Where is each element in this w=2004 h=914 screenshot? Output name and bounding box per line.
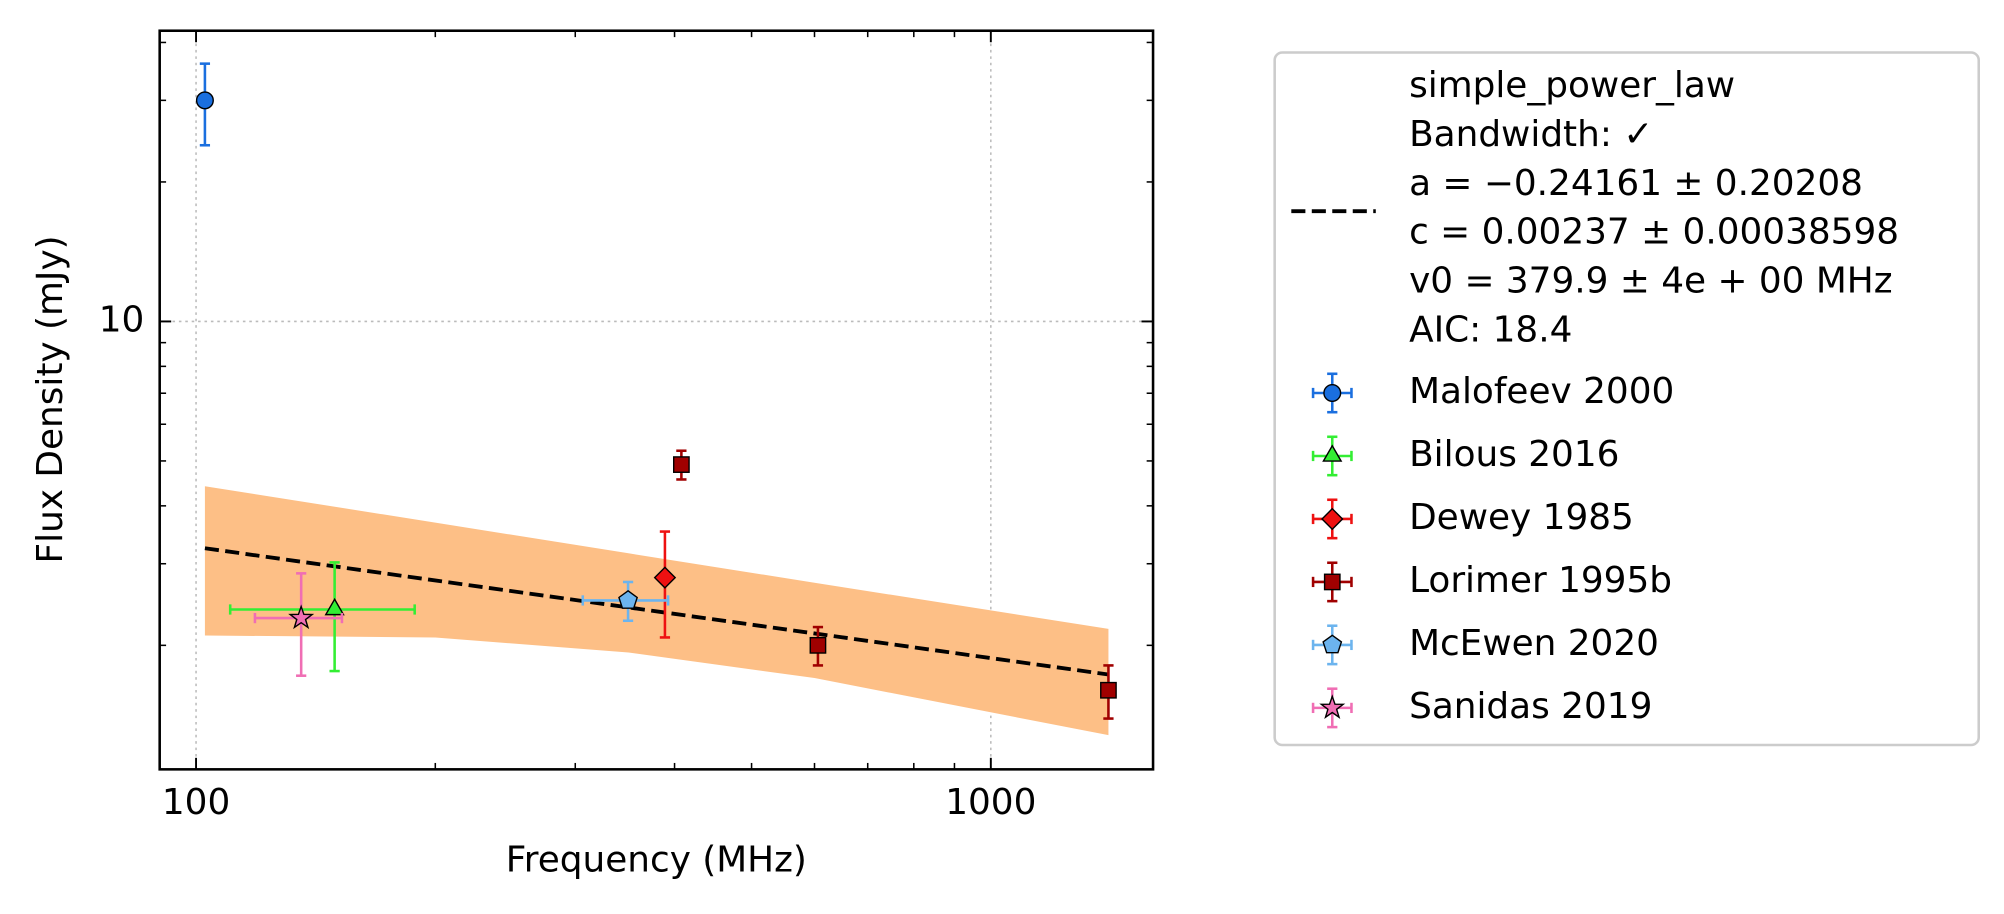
x-axis-label: Frequency (MHz): [506, 840, 807, 881]
point: [809, 636, 827, 654]
point: [324, 597, 345, 616]
legend-label: simple_power_law: [1409, 65, 1735, 106]
legend-label: Bandwidth: ✓: [1409, 114, 1653, 155]
legend-marker: [1323, 573, 1341, 591]
point: [288, 604, 315, 630]
x-tick-label: 1000: [945, 782, 1036, 823]
legend-marker: [1321, 507, 1344, 531]
plot-frame: [158, 29, 1155, 771]
legend-marker: [1323, 383, 1342, 403]
legend-label: Malofeev 2000: [1409, 371, 1674, 412]
y-tick-label: 10: [99, 299, 145, 340]
point: [1100, 681, 1117, 699]
y-axis-label: Flux Density (mJy): [30, 235, 71, 563]
legend-box: [1273, 51, 1981, 747]
legend-label: McEwen 2020: [1409, 623, 1659, 664]
legend-marker: [1322, 444, 1343, 462]
legend-label: c = 0.00237 ± 0.00038598: [1409, 212, 1899, 253]
point: [673, 456, 690, 473]
legend-label: Sanidas 2019: [1409, 686, 1652, 727]
point: [195, 91, 214, 110]
legend-label: AIC: 18.4: [1409, 310, 1572, 351]
fit-line: [204, 546, 1109, 677]
legend-marker: [1319, 694, 1346, 719]
legend-label: Bilous 2016: [1409, 434, 1619, 475]
legend-label: v0 = 379.9 ± 4e + 00 MHz: [1409, 261, 1892, 302]
point: [653, 566, 677, 589]
legend-label: Dewey 1985: [1409, 497, 1634, 538]
legend-label: a = −0.24161 ± 0.20208: [1409, 163, 1863, 204]
legend-marker: [1322, 634, 1343, 654]
x-tick-label: 100: [162, 782, 230, 823]
point: [618, 589, 639, 609]
legend-label: Lorimer 1995b: [1409, 560, 1672, 601]
